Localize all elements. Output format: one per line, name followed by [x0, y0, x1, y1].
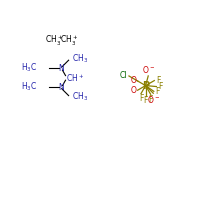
- Text: CH$_3$: CH$_3$: [72, 91, 88, 103]
- Text: O: O: [130, 86, 136, 95]
- Text: O$^-$: O$^-$: [147, 94, 160, 105]
- Text: CH$_3^+$: CH$_3^+$: [60, 34, 78, 48]
- Text: F: F: [156, 76, 160, 85]
- Text: F: F: [143, 96, 148, 105]
- Text: P: P: [142, 81, 149, 91]
- Text: F: F: [148, 95, 153, 104]
- Text: F: F: [158, 82, 162, 91]
- Text: CH$_3$: CH$_3$: [72, 52, 88, 65]
- Text: O$^-$: O$^-$: [142, 64, 155, 75]
- Text: O: O: [130, 76, 136, 85]
- Text: N: N: [58, 64, 64, 73]
- Text: CH$_3^+$: CH$_3^+$: [45, 34, 63, 48]
- Text: CH$^+$: CH$^+$: [66, 72, 84, 84]
- Text: F: F: [155, 87, 160, 96]
- Text: H$_3$C: H$_3$C: [21, 81, 38, 93]
- Text: F: F: [139, 94, 143, 103]
- Text: N: N: [58, 83, 64, 92]
- Text: H$_3$C: H$_3$C: [21, 62, 38, 74]
- Text: Cl: Cl: [120, 71, 127, 80]
